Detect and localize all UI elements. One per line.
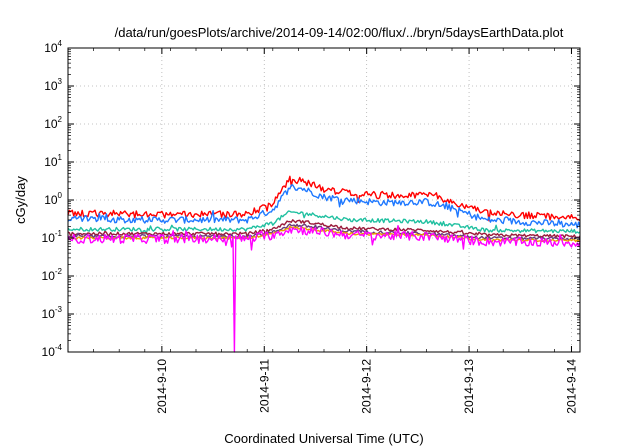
x-tick-label: 2014-9-14 [564, 359, 578, 414]
series-line-5 [67, 223, 581, 241]
series-line-3 [67, 210, 581, 235]
series-line-1 [67, 175, 581, 222]
x-tick-label: 2014-9-12 [360, 359, 374, 414]
ticks [67, 47, 581, 353]
chart-title: /data/run/goesPlots/archive/2014-09-14/0… [115, 25, 564, 40]
x-tick-label: 2014-9-13 [462, 359, 476, 414]
y-tick-label: 104 [44, 39, 62, 55]
y-tick-label: 10-3 [42, 305, 63, 321]
y-tick-labels: 10-4 10-3 10-2 10-1 100 101 102 103 104 [42, 39, 63, 359]
y-tick-label: 10-4 [42, 343, 63, 359]
y-tick-label: 10-1 [42, 229, 63, 245]
y-tick-label: 103 [44, 77, 62, 93]
y-tick-label: 100 [44, 191, 62, 207]
y-axis-label: cGy/day [13, 176, 28, 224]
grid [68, 48, 580, 352]
x-tick-labels: 2014-9-10 2014-9-11 2014-9-12 2014-9-13 2014… [155, 359, 579, 414]
y-tick-label: 101 [44, 153, 62, 169]
series-line-7 [67, 224, 581, 353]
y-tick-label: 102 [44, 115, 62, 131]
series-line-2 [67, 184, 581, 229]
x-axis-label: Coordinated Universal Time (UTC) [224, 431, 423, 446]
series-layer [67, 175, 581, 353]
y-tick-label: 10-2 [42, 267, 63, 283]
x-tick-label: 2014-9-11 [257, 359, 271, 413]
x-tick-label: 2014-9-10 [155, 359, 169, 414]
